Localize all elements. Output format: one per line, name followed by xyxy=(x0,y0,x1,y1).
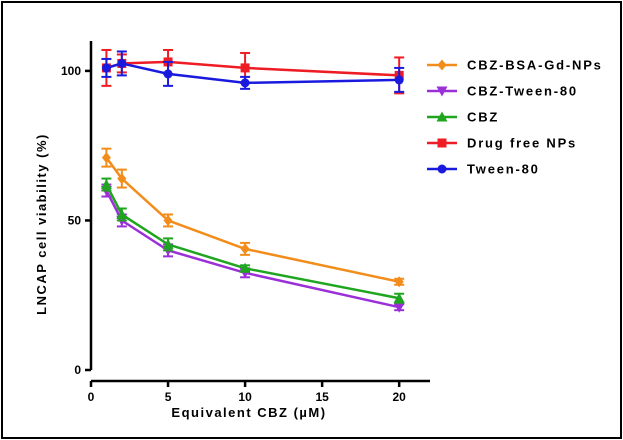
series-line xyxy=(105,183,400,300)
chart-plot-area xyxy=(100,48,405,313)
data-point xyxy=(101,63,111,73)
y-tick-label: 0 xyxy=(74,363,81,377)
y-tick-label: 100 xyxy=(61,64,81,78)
chart: 0 50 100 0 5 10 15 20 Equivalent CBZ (µM) LNCAP… xyxy=(34,41,603,420)
data-point xyxy=(100,179,112,190)
legend-label: Tween-80 xyxy=(467,162,540,177)
data-point xyxy=(117,173,127,185)
x-tick-label: 0 xyxy=(88,390,95,404)
data-point xyxy=(116,208,128,219)
x-tick-label: 15 xyxy=(315,390,329,404)
series-drug-free-nps xyxy=(101,48,405,95)
chart-legend: CBZ-BSA-Gd-NPs CBZ-Tween-80 CBZ Drug free N… xyxy=(427,58,603,177)
legend-item: Drug free NPs xyxy=(427,136,577,151)
legend-label: CBZ-Tween-80 xyxy=(467,84,578,99)
legend-item: Tween-80 xyxy=(427,162,540,177)
legend-label: CBZ-BSA-Gd-NPs xyxy=(467,58,603,73)
data-point xyxy=(394,276,404,288)
chart-axes: 0 50 100 0 5 10 15 20 xyxy=(61,41,430,404)
legend-marker xyxy=(437,59,447,71)
data-point xyxy=(162,238,174,249)
y-tick-label: 50 xyxy=(68,213,82,227)
data-point xyxy=(163,69,173,79)
series-cbz-tween-80 xyxy=(100,183,405,313)
series-cbz xyxy=(100,177,405,304)
legend-label: Drug free NPs xyxy=(467,136,577,151)
legend-item: CBZ-Tween-80 xyxy=(427,84,578,99)
legend-label: CBZ xyxy=(467,110,499,125)
legend-marker xyxy=(436,86,448,97)
data-point xyxy=(101,152,111,164)
x-axis-title: Equivalent CBZ (µM) xyxy=(171,405,326,420)
data-point xyxy=(393,292,405,303)
legend-item: CBZ-BSA-Gd-NPs xyxy=(427,58,603,73)
data-point xyxy=(239,262,251,273)
data-point xyxy=(240,78,250,88)
legend-marker xyxy=(436,111,448,122)
legend-marker xyxy=(437,138,447,148)
data-point xyxy=(394,75,404,85)
data-point xyxy=(163,214,173,226)
legend-item: CBZ xyxy=(427,110,499,125)
data-point xyxy=(240,243,250,255)
series-tween-80 xyxy=(101,50,405,93)
legend-marker xyxy=(437,164,447,174)
data-point xyxy=(117,58,127,68)
y-axis-title: LNCAP cell viability (%) xyxy=(34,133,49,315)
series-line xyxy=(105,156,400,283)
x-tick-label: 5 xyxy=(165,390,172,404)
series-cbz-bsa-gd-nps xyxy=(101,147,405,288)
x-tick-label: 20 xyxy=(393,390,407,404)
data-point xyxy=(240,63,250,73)
data-point xyxy=(393,302,405,313)
x-tick-label: 10 xyxy=(238,390,252,404)
